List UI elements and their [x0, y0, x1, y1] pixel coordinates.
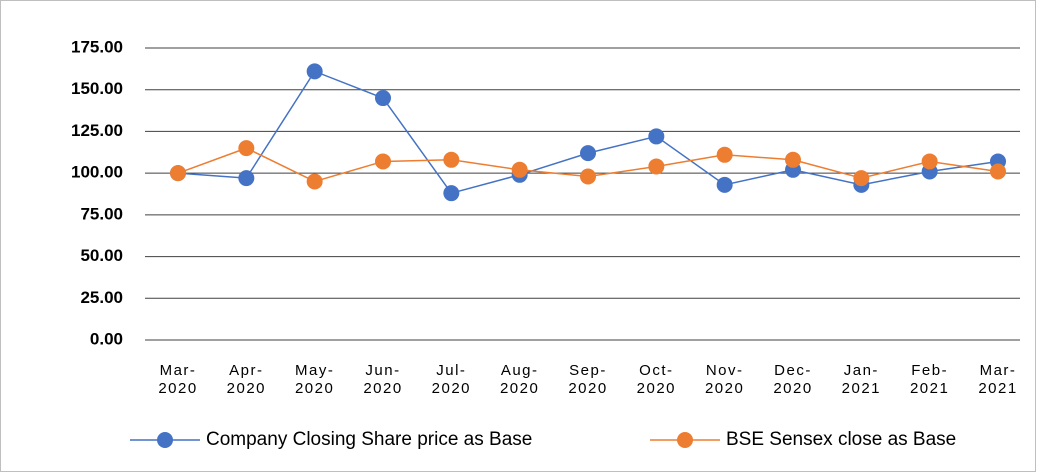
data-point [785, 151, 801, 168]
x-tick-label: Sep-2020 [568, 362, 608, 397]
x-tick-label: Nov-2020 [704, 362, 745, 397]
x-tick-label: Jun-2020 [363, 362, 403, 397]
data-point [580, 168, 596, 185]
data-point [306, 173, 323, 190]
y-tick-label: 100.00 [71, 163, 123, 182]
data-point [990, 163, 1006, 180]
legend-marker [677, 432, 693, 448]
x-tick-label: May-2020 [294, 362, 335, 397]
y-tick-label: 125.00 [71, 121, 123, 140]
x-tick-label: Apr-2020 [226, 362, 267, 397]
data-point [921, 153, 938, 170]
x-tick-label: Mar-2020 [158, 362, 198, 397]
data-point [853, 170, 870, 187]
data-point [580, 145, 596, 162]
legend-marker [157, 432, 173, 448]
data-point [238, 170, 255, 187]
legend-label: BSE Sensex close as Base [726, 429, 956, 450]
y-tick-label: 175.00 [71, 37, 123, 56]
data-point [511, 161, 528, 178]
data-point [306, 63, 323, 80]
x-tick-label: Aug-2020 [499, 362, 540, 397]
x-tick-label: Oct-2020 [636, 362, 677, 397]
x-tick-label: Feb-2021 [909, 362, 950, 397]
data-point [648, 158, 665, 175]
legend-label: Company Closing Share price as Base [206, 429, 532, 450]
data-point [375, 90, 391, 107]
x-tick-label: Mar-2021 [978, 362, 1018, 397]
x-tick-label: Dec-2020 [773, 362, 813, 397]
x-tick-label: Jul-2020 [431, 362, 472, 397]
y-tick-label: 50.00 [80, 246, 123, 265]
y-tick-label: 75.00 [80, 204, 123, 223]
data-point [170, 165, 186, 182]
data-point [648, 128, 665, 145]
data-point [716, 176, 733, 193]
x-tick-label: Jan-2021 [841, 362, 882, 397]
y-tick-label: 25.00 [80, 288, 123, 307]
data-point [238, 140, 255, 157]
y-tick-label: 0.00 [90, 329, 123, 348]
data-point [443, 151, 460, 168]
data-point [375, 153, 391, 170]
data-point [443, 185, 460, 202]
data-point [716, 146, 733, 163]
y-tick-label: 150.00 [71, 79, 123, 98]
